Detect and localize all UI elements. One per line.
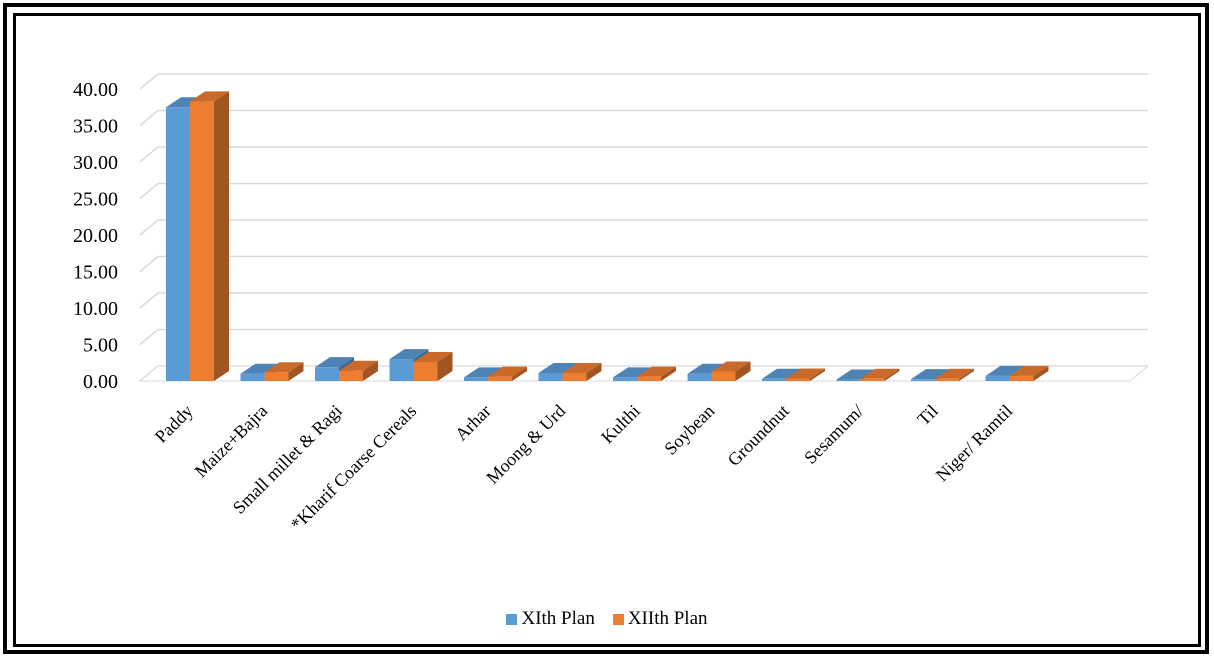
legend: XIth Plan XIIth Plan: [0, 608, 1214, 630]
bar-top: [836, 369, 876, 380]
bar-side: [288, 362, 304, 381]
y-tick-label: 15.00: [73, 262, 118, 284]
bar-top: [562, 362, 602, 373]
x-category-label: Maize+Bajra: [191, 401, 272, 482]
bar-xith-plan: [166, 107, 190, 381]
bar-side: [735, 361, 751, 381]
bar-xith-plan: [613, 377, 637, 381]
bar-top: [637, 366, 676, 377]
y-tick-label: 40.00: [73, 79, 118, 101]
gridline-side: [139, 255, 159, 273]
bar-side: [214, 91, 229, 381]
legend-swatch-xiith-plan: [612, 613, 624, 625]
bar-side: [810, 368, 825, 381]
bar-top: [1009, 365, 1049, 376]
bar-xiith-plan: [1009, 375, 1034, 381]
gridline-side: [139, 109, 159, 127]
bar-top: [613, 367, 652, 378]
legend-item-xiith-plan: XIIth Plan: [612, 608, 708, 630]
x-category-label: *Kharif Coarse Cereals: [287, 401, 421, 535]
y-tick-label: 30.00: [73, 152, 118, 174]
y-tick-label: 25.00: [73, 189, 118, 211]
y-tick-label: 10.00: [73, 298, 118, 320]
bar-top: [240, 363, 280, 374]
bar-side: [884, 368, 900, 381]
legend-swatch-xith-plan: [506, 613, 518, 625]
bar-top: [762, 368, 801, 379]
bar-xiith-plan: [935, 378, 959, 381]
gridline-side: [139, 182, 159, 200]
bar-top: [190, 91, 229, 102]
legend-label-xiith-plan: XIIth Plan: [627, 608, 708, 629]
gridline-side: [139, 73, 159, 90]
y-tick-label: 20.00: [73, 225, 118, 247]
bar-top: [538, 362, 578, 373]
gridline-side: [139, 146, 159, 163]
bar-top: [464, 367, 503, 378]
bar-xiith-plan: [637, 376, 661, 381]
legend-label-xith-plan: XIth Plan: [521, 608, 595, 629]
gridline-side: [139, 328, 159, 346]
y-tick-label: 35.00: [73, 116, 118, 138]
x-category-label: Niger/ Ramtil: [932, 401, 1016, 485]
bar-xith-plan: [762, 378, 786, 381]
bar-xith-plan: [389, 359, 414, 381]
bar-xith-plan: [911, 379, 935, 381]
y-tick-label: 5.00: [83, 335, 118, 357]
bar-xith-plan: [687, 373, 712, 381]
bar-top: [488, 366, 527, 377]
bar-chart: 0.00 5.00 10.00 15.00 20.00 25.00 30.00 35.00 40…: [73, 73, 1150, 535]
inner-border: [13, 13, 1201, 647]
x-category-label: Groundnut: [724, 401, 793, 470]
bar-xiith-plan: [190, 101, 214, 381]
bar-xith-plan: [836, 379, 861, 381]
bar-top: [711, 361, 751, 372]
x-category-label: Kulthi: [597, 401, 644, 448]
bar-side: [1033, 365, 1049, 381]
bar-side: [437, 352, 453, 381]
bar-side: [363, 360, 378, 381]
bar-top: [985, 365, 1025, 376]
bar-top: [687, 363, 727, 374]
bar-side: [512, 366, 527, 381]
x-category-label: Paddy: [151, 401, 197, 447]
bar-xiith-plan: [562, 372, 587, 381]
bar-top: [786, 368, 825, 379]
bar-top: [264, 362, 304, 373]
y-tick-label: 0.00: [83, 371, 118, 393]
bar-top: [860, 368, 900, 379]
bar-top: [339, 360, 378, 371]
bar-xiith-plan: [339, 370, 363, 381]
bar-top: [315, 357, 354, 368]
bar-top: [935, 368, 974, 379]
bar-top: [389, 349, 429, 360]
x-category-label: Sesamum/: [800, 401, 867, 468]
bar-side: [586, 362, 602, 381]
bar-top: [413, 352, 453, 363]
bar-xiith-plan: [860, 378, 885, 381]
bar-top: [911, 369, 950, 380]
bar-xith-plan: [315, 367, 339, 381]
x-category-label: Soybean: [660, 401, 718, 459]
bar-side: [959, 368, 974, 381]
bar-xith-plan: [240, 373, 265, 381]
gridline-side: [139, 292, 159, 309]
bar-xith-plan: [985, 375, 1010, 381]
bar-xiith-plan: [488, 376, 512, 381]
legend-item-xith-plan: XIth Plan: [506, 608, 595, 630]
bar-xith-plan: [464, 377, 488, 381]
bar-xith-plan: [538, 372, 563, 381]
bar-side: [661, 366, 676, 381]
bar-xiith-plan: [413, 362, 438, 381]
bar-xiith-plan: [786, 378, 810, 381]
bar-xiith-plan: [264, 372, 289, 381]
x-category-label: Arhar: [451, 401, 495, 445]
x-category-label: Til: [913, 401, 942, 430]
gridline-side: [139, 219, 159, 236]
bar-xiith-plan: [711, 371, 736, 381]
x-category-label: Moong & Urd: [482, 401, 569, 488]
outer-border: [3, 3, 1209, 654]
